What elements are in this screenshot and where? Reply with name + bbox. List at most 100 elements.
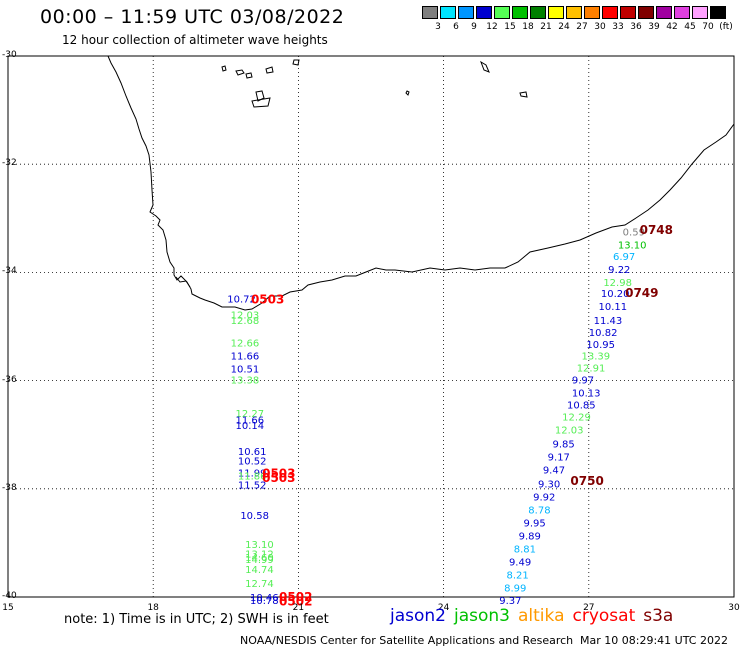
latitude-tick-label: -30 [2, 50, 17, 60]
island-4 [255, 90, 265, 102]
scale-swatch [548, 6, 564, 19]
latitude-tick-label: -38 [2, 482, 17, 493]
map-gridlines [8, 56, 734, 597]
coastline [107, 55, 735, 311]
scale-label: 12 [486, 22, 498, 32]
scale-label: 6 [453, 22, 459, 32]
pass-time-tag: 0503 [262, 467, 295, 481]
scale-label: 18 [522, 22, 534, 32]
chart-subtitle: 12 hour collection of altimeter wave hei… [62, 33, 328, 47]
wave-height-reading: 14.60 [245, 553, 274, 564]
latitude-tick-label: -36 [2, 374, 17, 385]
scale-swatch [638, 6, 654, 19]
scale-swatch [692, 6, 708, 19]
generation-timestamp: Mar 10 08:29:41 UTC 2022 [580, 634, 728, 647]
wave-height-reading: 11.52 [238, 480, 267, 491]
island-8 [480, 60, 490, 73]
island-10 [519, 91, 528, 98]
wave-height-reading: 13.38 [231, 376, 260, 387]
scale-label: 15 [504, 22, 516, 32]
wave-height-reading: 10.78 [250, 596, 279, 607]
wave-height-reading: 9.85 [553, 439, 575, 450]
wave-height-reading: 12.98 [603, 278, 632, 289]
wave-height-reading: 12.29 [562, 412, 591, 423]
wave-height-reading: 8.99 [504, 583, 526, 594]
wave-height-reading: 8.21 [507, 570, 529, 581]
scale-label: 21 [540, 22, 552, 32]
legend-entry: jason2 [390, 606, 446, 626]
wave-height-reading: 12.27 [235, 409, 264, 420]
scale-label: 30 [594, 22, 606, 32]
longitude-tick-label: 24 [437, 603, 450, 613]
scale-label: 24 [558, 22, 570, 32]
wave-height-reading: 11.66 [231, 352, 260, 363]
scale-unit: (ft) [719, 22, 733, 32]
island-1 [221, 65, 227, 72]
island-2 [235, 69, 245, 76]
island-5 [251, 97, 271, 108]
scale-swatch [584, 6, 600, 19]
wave-height-reading: 11.43 [594, 316, 623, 327]
wave-height-reading: 14.74 [245, 565, 274, 576]
island-7 [292, 59, 300, 66]
wave-height-reading: 8.78 [528, 505, 550, 516]
scale-label: 9 [471, 22, 477, 32]
scale-swatch [620, 6, 636, 19]
map-frame [7, 55, 735, 598]
false-bay-notch [175, 276, 191, 288]
track-east-observations: 0.5913.106.979.2212.9810.2010.1111.4310.… [499, 227, 646, 607]
wave-height-reading: 9.37 [499, 596, 521, 607]
scale-label: 42 [666, 22, 678, 32]
credit-line: NOAA/NESDIS Center for Satellite Applica… [240, 634, 574, 647]
scale-swatch [422, 6, 438, 19]
pass-time-tag: 0503 [251, 292, 284, 306]
scale-swatch [656, 6, 672, 19]
island-3 [245, 72, 253, 79]
latitude-tick-label: -32 [2, 158, 17, 169]
wave-height-reading: 10.11 [598, 302, 627, 313]
south-africa-coastline [107, 55, 735, 311]
legend-entry: altika [518, 606, 565, 626]
wave-height-reading: 9.49 [509, 557, 531, 568]
scale-swatch [530, 6, 546, 19]
wave-height-reading: 9.92 [533, 492, 555, 503]
wave-height-reading: 12.66 [231, 339, 260, 350]
scale-label: 70 [702, 22, 714, 32]
wave-height-reading: 13.10 [245, 540, 274, 551]
longitude-tick-label: 27 [583, 603, 595, 613]
island-6 [265, 66, 274, 74]
longitude-tick-label: 15 [2, 603, 14, 613]
scale-label: 33 [612, 22, 624, 32]
wave-height-reading: 12.03 [231, 311, 260, 322]
wave-height-reading: 0.59 [623, 227, 645, 238]
wave-height-reading: 10.46 [250, 593, 279, 604]
wave-height-reading: 11.86 [238, 471, 267, 482]
scale-swatch [674, 6, 690, 19]
latitude-tick-label: -40 [2, 591, 17, 601]
wave-height-reading: 10.72 [227, 294, 256, 305]
wave-height-reading: 10.13 [572, 389, 601, 400]
wave-height-reading: 12.74 [245, 579, 274, 590]
wave-height-reading: 9.89 [519, 531, 541, 542]
wave-height-reading: 10.20 [601, 289, 630, 300]
scale-swatch [440, 6, 456, 19]
pass-time-tag: 0502 [279, 590, 312, 604]
scale-label: 27 [576, 22, 588, 32]
wave-height-reading: 13.39 [582, 352, 611, 363]
wave-height-reading: 8.81 [514, 544, 536, 555]
pass-time-tag: 0748 [640, 223, 673, 237]
wave-height-reading: 10.61 [238, 447, 267, 458]
wave-height-reading: 11.66 [235, 416, 264, 427]
legend-entry: s3a [643, 606, 674, 626]
wave-height-reading: 9.97 [572, 376, 594, 387]
pass-time-tag: 0749 [625, 286, 658, 300]
latitude-tick-label: -34 [2, 266, 17, 277]
wave-height-reading: 13.12 [245, 550, 274, 561]
wave-height-reading: 10.95 [586, 340, 615, 351]
satellite-legend: jason2 jason3 altika cryosat s3a [390, 606, 681, 626]
wave-height-reading: 10.52 [238, 457, 267, 468]
wave-height-reading: 9.22 [608, 265, 630, 276]
